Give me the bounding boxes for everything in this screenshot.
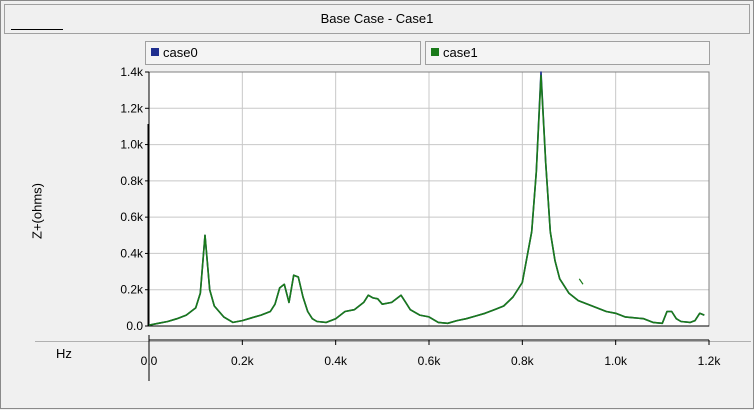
legend-label-case0: case0 bbox=[163, 45, 198, 60]
title-bar: Base Case - Case1 bbox=[4, 4, 750, 34]
series-line-case1 bbox=[148, 74, 705, 326]
x-tick-label: 0.6k bbox=[418, 354, 442, 368]
legend-swatch-case0 bbox=[151, 48, 159, 56]
x-tick-label: 0.0 bbox=[141, 354, 158, 368]
y-tick-label: 1.2k bbox=[120, 101, 144, 115]
legend-item-case1[interactable]: case1 bbox=[425, 41, 710, 65]
x-tick-label: 0.8k bbox=[511, 354, 535, 368]
legend-item-case0[interactable]: case0 bbox=[145, 41, 421, 65]
x-tick-label: 0.4k bbox=[324, 354, 348, 368]
x-tick-label: 1.0k bbox=[604, 354, 628, 368]
y-tick-label: 0.6k bbox=[120, 210, 144, 224]
y-tick-label: 1.0k bbox=[120, 138, 144, 152]
title-bar-handle[interactable] bbox=[11, 29, 63, 30]
y-tick-label: 0.4k bbox=[120, 246, 144, 260]
y-tick-label: 0.0 bbox=[126, 319, 143, 333]
y-tick-label: 1.4k bbox=[120, 65, 144, 79]
y-tick-label: 0.8k bbox=[120, 174, 144, 188]
x-axis-unit-label: Hz bbox=[56, 346, 72, 361]
series-fragment-case1 bbox=[578, 278, 584, 285]
y-tick-label: 0.2k bbox=[120, 283, 144, 297]
x-tick-label: 0.2k bbox=[231, 354, 255, 368]
legend-label-case1: case1 bbox=[443, 45, 478, 60]
x-tick-label: 1.2k bbox=[698, 354, 722, 368]
axis-separator bbox=[35, 341, 751, 342]
chart-title: Base Case - Case1 bbox=[320, 11, 434, 26]
legend-swatch-case1 bbox=[431, 48, 439, 56]
